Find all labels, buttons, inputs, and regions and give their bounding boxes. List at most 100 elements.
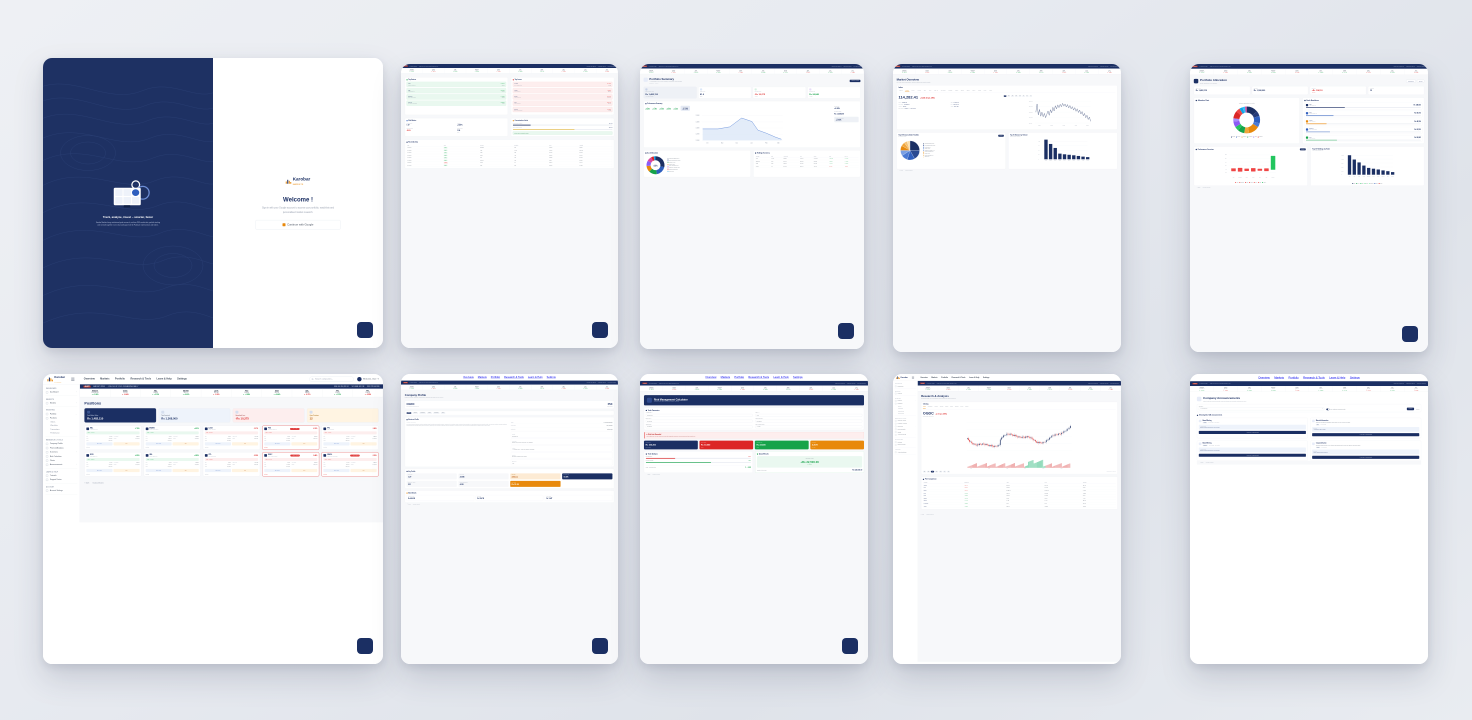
- ticker-item[interactable]: FFC 128.55 ▲ +1.12%: [575, 68, 597, 74]
- ticker-item[interactable]: PSO 196.30 ▲ +1.88%: [1007, 68, 1030, 75]
- view-pdf-button[interactable]: ↓ View PDF Announcement: [1198, 453, 1306, 457]
- sell-button[interactable]: Sell: [231, 442, 259, 446]
- field-input[interactable]: Rs 500,000: [645, 413, 753, 417]
- nav-link-0[interactable]: Overview: [463, 375, 474, 379]
- mover-row[interactable]: HBL Habib Bank Ltd +5.12% 148.90: [406, 88, 507, 94]
- panel-company-profile[interactable]: Overview Markets Portfolio Research & Tools…: [401, 374, 618, 664]
- sidebar-item-financial-analysis[interactable]: Financial Analysis: [893, 422, 918, 425]
- form-field[interactable]: Risk % *2.00: [755, 412, 863, 417]
- ticker-item[interactable]: FFC 128.55 ▲ +1.12%: [1380, 68, 1405, 75]
- top-navbar[interactable]: Karobar Overview Markets Portfolio Research…: [893, 374, 1121, 381]
- sidebar-item-charts[interactable]: Charts: [43, 459, 80, 463]
- filter-bar[interactable]: Company All companies ▾ Only material an…: [1196, 404, 1422, 413]
- sidebar-item-watchlists[interactable]: Watchlists: [893, 408, 918, 410]
- nav-links[interactable]: Overview Markets Portfolio Research & Tools…: [920, 376, 989, 378]
- trade-parameters-card[interactable]: Trade Parameters Account Size *Rs 500,00…: [643, 407, 865, 431]
- index-tab-NITPI[interactable]: NITPI: [983, 90, 987, 92]
- breakdown-row[interactable]: ENGRO Engro Corporation Rs 62,550: [1304, 126, 1423, 134]
- ticker-item[interactable]: ENGRO 312.75 ▲ +0.62%: [466, 384, 488, 390]
- ticker-item[interactable]: PPL 104.20 ▼ -0.58%: [353, 388, 383, 397]
- buy-more-button[interactable]: Buy More: [86, 442, 113, 446]
- sell-button[interactable]: Sell: [291, 442, 318, 446]
- rebalance-button[interactable]: Rebalance: [1406, 79, 1416, 83]
- ticker-item[interactable]: UBL 188.65 ▼ -0.37%: [1060, 385, 1081, 392]
- ticker-item[interactable]: ENGRO 312.75 ▲ +0.62%: [466, 68, 488, 74]
- profile-tab-Financials[interactable]: Financials: [419, 412, 426, 414]
- menu-toggle-icon[interactable]: [911, 376, 915, 379]
- mover-row[interactable]: PSO Pakistan State Oil +7.84% 196.30: [406, 81, 507, 87]
- nav-link-3[interactable]: Research & Tools: [951, 376, 966, 379]
- material-toggle[interactable]: Only material announcements: [1326, 408, 1404, 411]
- nav-link-1[interactable]: Markets: [100, 377, 110, 381]
- ticker-item[interactable]: KSE100 114,282.41 ▲ +1.24%: [640, 68, 663, 74]
- search-input[interactable]: Search companies...: [309, 376, 354, 382]
- ticker-item[interactable]: KSE100 114,282.41 ▲ +1.24%: [401, 68, 423, 74]
- ticker-item[interactable]: PSO 196.30 ▲ +1.88%: [231, 388, 262, 397]
- menu-toggle-icon[interactable]: [70, 377, 75, 381]
- breakdown-row[interactable]: PSO Pakistan State Oil Rs 68,705: [1304, 110, 1423, 118]
- ticker-item[interactable]: LUCK 812.40 ▼ -1.05%: [984, 68, 1007, 75]
- research-tab-Peers[interactable]: Peers: [960, 406, 964, 408]
- range-6M[interactable]: 6M: [938, 470, 943, 473]
- form-field[interactable]: Stop Loss Price *Rs 188.00: [755, 418, 863, 423]
- nav-link-1[interactable]: Markets: [1274, 375, 1285, 379]
- panel-market-overview[interactable]: ALERT MARKET OPEN · KSE-100 UP 1.24% ON BA…: [893, 64, 1121, 352]
- ticker-item[interactable]: PPL 104.20 ▼ -0.58%: [1098, 68, 1121, 75]
- sector-details-button[interactable]: Details: [998, 134, 1004, 137]
- range-1D[interactable]: 1D: [1003, 95, 1007, 97]
- range-6M[interactable]: 6M: [1018, 95, 1022, 97]
- range-3M[interactable]: 3M: [934, 470, 939, 473]
- nav-link-4[interactable]: Learn & Help: [1329, 375, 1346, 379]
- ticker-item[interactable]: KSE100 114,282.41 ▲ +1.24%: [918, 385, 939, 392]
- ticker-item[interactable]: FFC 128.55 ▲ +1.12%: [575, 384, 597, 390]
- ticker-item[interactable]: ENGRO 312.75 ▲ +0.62%: [1261, 386, 1286, 392]
- nav-link-2[interactable]: Portfolio: [114, 377, 126, 381]
- ticker-item[interactable]: HBL 148.90 ▲ +2.10%: [141, 388, 171, 397]
- range-1Y[interactable]: 1Y: [1022, 95, 1025, 97]
- panel-positions[interactable]: Karobar MARKETS Overview Markets Portfolio…: [43, 374, 383, 664]
- sidebar-item-company-profile[interactable]: Company Profile: [43, 442, 80, 446]
- index-tab-TRGIND[interactable]: TRGIND: [948, 90, 953, 92]
- ticker-item[interactable]: FFC 128.55 ▲ +1.12%: [822, 385, 846, 392]
- top-navbar[interactable]: Karobar MARKETS Overview Markets Portfolio…: [43, 374, 383, 385]
- buy-more-button[interactable]: Buy More: [86, 468, 113, 473]
- position-card[interactable]: UBL United Bank Ltd +0.88% P&L +0.88% Qty 1,0…: [143, 452, 201, 477]
- form-field[interactable]: Entry Price *Rs 196.30: [645, 418, 753, 423]
- field-input[interactable]: 1 : 2.25: [755, 425, 863, 429]
- ticker-item[interactable]: PSO 196.30 ▲ +1.88%: [1309, 386, 1333, 392]
- ticker-item[interactable]: MCB 242.10 ▲ +0.44%: [531, 384, 553, 390]
- ticker-item[interactable]: MCB 242.10 ▲ +0.44%: [1040, 385, 1061, 392]
- ticker-item[interactable]: LUCK 812.40 ▼ -1.05%: [999, 385, 1020, 392]
- nav-link-5[interactable]: Settings: [793, 375, 803, 379]
- nav-link-3[interactable]: Research & Tools: [748, 375, 770, 379]
- position-card[interactable]: PSO Pakistan State Oil ⚠ Stop-loss hit -6.1…: [262, 425, 320, 450]
- ticker-item[interactable]: OGDC 221.55 ▼ -0.84%: [662, 68, 685, 74]
- ticker-strip[interactable]: KSE100 114,282.41 ▲ +1.24% OGDC 221.55 ▼ -0.8…: [640, 385, 868, 392]
- sidebar-item-support-center[interactable]: Support Center: [43, 478, 80, 482]
- ticker-item[interactable]: OGDC 221.55 ▼ -0.84%: [110, 388, 141, 397]
- sidebar-item-screeners[interactable]: Screeners ›: [893, 425, 918, 428]
- ticker-item[interactable]: KSE100 114,282.41 ▲ +1.24%: [401, 384, 423, 390]
- company-select[interactable]: All companies ▾: [1198, 407, 1325, 411]
- nav-link-3[interactable]: Research & Tools: [130, 377, 152, 381]
- ticker-item[interactable]: PPL 104.20 ▼ -0.58%: [845, 385, 868, 392]
- panel-login[interactable]: Track, analyze, invest – smarter, faster…: [43, 58, 383, 348]
- ticker-item[interactable]: ENGRO 312.75 ▲ +0.62%: [171, 388, 202, 397]
- ticker-item[interactable]: KSE100 114,282.41 ▲ +1.24%: [1190, 68, 1214, 75]
- ticker-item[interactable]: ENGRO 312.75 ▲ +0.62%: [707, 68, 730, 74]
- sidebar-item-performance[interactable]: Performance: [893, 412, 918, 414]
- sidebar-item-transactions[interactable]: Transactions: [43, 428, 80, 432]
- ticker-item[interactable]: ENGRO 312.75 ▲ +0.62%: [1261, 68, 1286, 75]
- index-tab-JSGBI[interactable]: JSGBI: [978, 90, 981, 92]
- research-tab-Filings[interactable]: Filings: [965, 406, 969, 408]
- field-input[interactable]: Rs 188.00: [755, 419, 863, 423]
- range-5D[interactable]: 5D: [926, 470, 931, 473]
- nav-link-2[interactable]: Portfolio: [490, 375, 501, 379]
- ticker-item[interactable]: UBL 188.65 ▼ -0.37%: [553, 384, 575, 390]
- sidebar-item-support-center[interactable]: Support Center: [893, 444, 918, 447]
- field-input[interactable]: Rs 215.00: [645, 425, 753, 429]
- nav-link-3[interactable]: Research & Tools: [1303, 375, 1325, 379]
- ticker-strip[interactable]: KSE100 114,282.41 ▲ +1.24% OGDC 221.55 ▼ -0.8…: [1190, 68, 1428, 75]
- ticker-item[interactable]: UBL 188.65 ▼ -0.37%: [292, 388, 323, 397]
- mover-row[interactable]: MARI Mari Petroleum -3.17% 2,140.00: [512, 94, 613, 100]
